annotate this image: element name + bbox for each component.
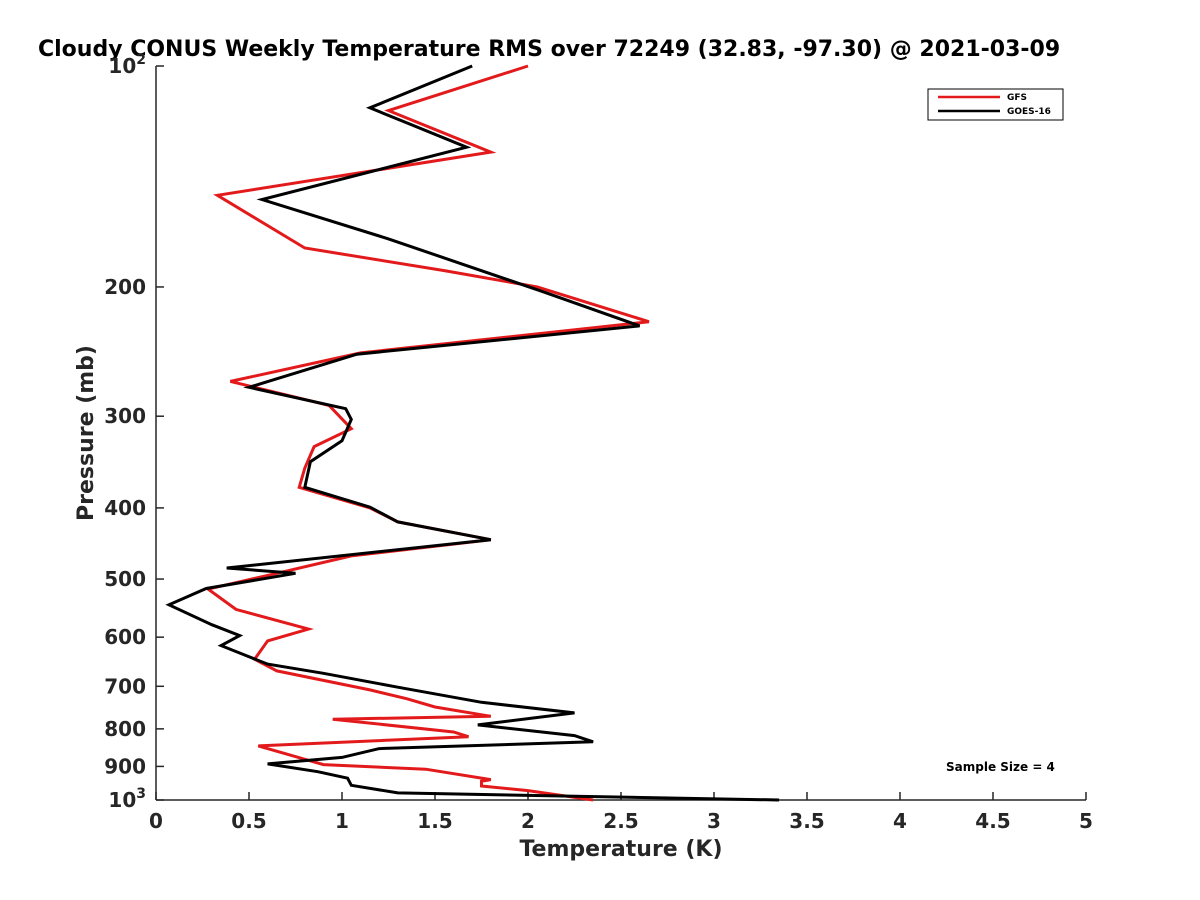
y-tick-label: 700 [104,674,146,698]
x-tick-label: 4.5 [975,809,1010,833]
x-axis-ticks: 0 0.5 1 1.5 2 2.5 3 3.5 4 4.5 5 [149,792,1093,833]
y-tick-base: 10 [108,54,136,78]
legend-label-gfs: GFS [1007,93,1027,103]
plot-area [156,66,1086,800]
y-tick-label: 800 [104,717,146,741]
x-tick-label: 3 [707,809,721,833]
y-tick-label: 500 [104,567,146,591]
x-tick-label: 4 [893,809,907,833]
legend-box [927,88,1064,121]
y-tick-label: 300 [104,404,146,428]
legend-label-goes-16: GOES-16 [1007,107,1051,117]
x-tick-label: 2.5 [603,809,638,833]
legend: GFS GOES-16 [927,88,1064,121]
x-tick-label: 5 [1079,809,1093,833]
series-layer [165,64,780,802]
x-tick-label: 1.5 [417,809,452,833]
y-tick-base: 10 [108,788,136,812]
x-axis-label: Temperature (K) [519,837,722,862]
sample-size-annotation: Sample Size = 4 [946,760,1055,774]
y-tick-label: 200 [104,275,146,299]
x-tick-label: 3.5 [789,809,824,833]
y-tick-label: 900 [104,754,146,778]
y-tick-label: 103 [108,786,146,812]
x-tick-label: 0 [149,809,163,833]
y-tick-exponent: 3 [136,786,146,802]
y-tick-exponent: 2 [136,52,146,68]
x-tick-label: 1 [335,809,349,833]
chart-title: Cloudy CONUS Weekly Temperature RMS over… [38,37,1060,62]
y-tick-label: 600 [104,625,146,649]
series-line-goes-16 [165,64,780,802]
y-axis-label: Pressure (mb) [74,345,99,521]
y-tick-label: 102 [108,52,146,78]
x-tick-label: 2 [521,809,535,833]
x-tick-label: 0.5 [231,809,266,833]
y-tick-label: 400 [104,496,146,520]
